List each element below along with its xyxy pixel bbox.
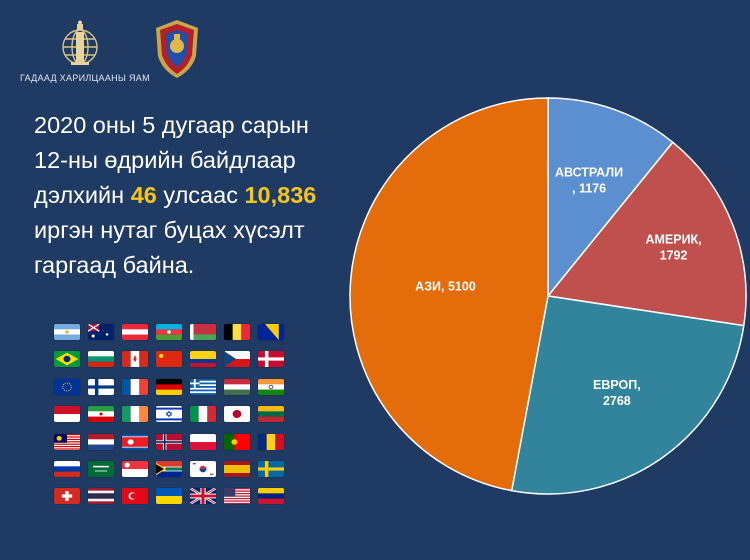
pie-label-4: АЗИ, 5100	[415, 280, 476, 294]
flag-greece-icon	[190, 378, 216, 395]
flag-sweden-icon	[258, 460, 284, 477]
flag-china-icon	[156, 351, 182, 368]
pie-slice-4	[349, 97, 549, 492]
flag-brazil-icon	[54, 351, 80, 368]
flag-argentina-icon	[54, 324, 80, 340]
flag-denmark-icon	[258, 351, 284, 368]
flag-russia-icon	[54, 460, 80, 477]
flag-france-icon	[122, 378, 148, 395]
pie-slice-1	[547, 97, 674, 299]
countries-count: 46	[130, 182, 157, 208]
flag-switzerland-icon	[54, 488, 80, 505]
pie-label-3: ЕВРОП, 2768	[593, 378, 641, 408]
flag-israel-icon	[156, 406, 182, 423]
flag-finland-icon	[88, 378, 114, 395]
flag-czechia-icon	[224, 351, 250, 368]
flag-belarus-icon	[190, 324, 216, 340]
flag-indonesia-icon	[54, 406, 80, 423]
flag-ireland-icon	[122, 406, 148, 423]
police-shield-icon	[156, 20, 198, 78]
flag-colombia-icon	[190, 351, 216, 368]
flag-bulgaria-icon	[88, 351, 114, 368]
citizens-count: 10,836	[244, 182, 317, 208]
pie-label-2: АМЕРИК, 1792	[645, 232, 701, 262]
flag-norway-icon	[156, 433, 182, 450]
flag-romania-icon	[258, 433, 284, 450]
flag-ukraine-icon	[156, 488, 182, 505]
pie-label-1: АВСТРАЛИ, 1176	[555, 165, 623, 195]
flag-singapore-icon	[122, 460, 148, 477]
ministry-caption: ГАДААД ХАРИЛЦААНЫ ЯАМ	[20, 73, 150, 83]
flag-india-icon	[258, 378, 284, 395]
flag-north-korea-icon	[122, 433, 148, 450]
headline-line-4: иргэн нутаг буцах хүсэлт	[34, 217, 305, 243]
flag-malaysia-icon	[54, 433, 80, 450]
flag-portugal-icon	[224, 433, 250, 450]
flag-turkey-icon	[122, 488, 148, 505]
headline-line-3-start: дэлхийн	[34, 182, 131, 208]
flag-lithuania-icon	[258, 406, 284, 423]
headline-line-2: 12-ны өдрийн байдлаар	[34, 147, 296, 173]
headline-text: 2020 оны 5 дугаар сарын 12-ны өдрийн бай…	[34, 108, 374, 283]
pie-slice-2	[546, 141, 747, 327]
flag-austria-icon	[122, 324, 148, 340]
flag-usa-icon	[224, 488, 250, 505]
flag-poland-icon	[190, 433, 216, 450]
ministry-emblem-icon	[62, 20, 98, 65]
flag-netherlands-icon	[88, 433, 114, 450]
flag-venezuela-icon	[258, 488, 284, 505]
returns-pie-chart: АВСТРАЛИ, 1176 АМЕРИК, 1792 ЕВРОП, 2768 АЗИ, …	[349, 97, 747, 495]
flag-australia-icon	[88, 324, 114, 340]
flag-south-africa-icon	[156, 460, 182, 477]
flag-germany-icon	[156, 378, 182, 395]
headline-line-1: 2020 оны 5 дугаар сарын	[34, 112, 309, 138]
flag-hungary-icon	[224, 378, 250, 395]
flag-azerbaijan-icon	[156, 324, 182, 340]
flag-united-kingdom-icon	[190, 488, 216, 505]
flag-belgium-icon	[224, 324, 250, 340]
pie-slice-3	[510, 295, 745, 495]
flag-canada-icon	[122, 351, 148, 368]
headline-line-3: дэлхийн 46 улсаас 10,836	[34, 178, 374, 213]
flag-eu-icon	[54, 378, 80, 395]
headline-line-3-mid: улсаас	[156, 182, 245, 208]
flag-thailand-icon	[88, 488, 114, 505]
flag-italy-icon	[190, 406, 216, 423]
flag-iran-icon	[88, 406, 114, 423]
country-flags-grid	[54, 324, 284, 514]
headline-line-5: гаргаад байна.	[34, 252, 195, 278]
flag-bosnia-icon	[258, 324, 284, 340]
flag-japan-icon	[224, 406, 250, 423]
flag-spain-icon	[224, 460, 250, 477]
flag-south-korea-icon	[190, 460, 216, 477]
flag-saudi-arabia-icon	[88, 460, 114, 477]
